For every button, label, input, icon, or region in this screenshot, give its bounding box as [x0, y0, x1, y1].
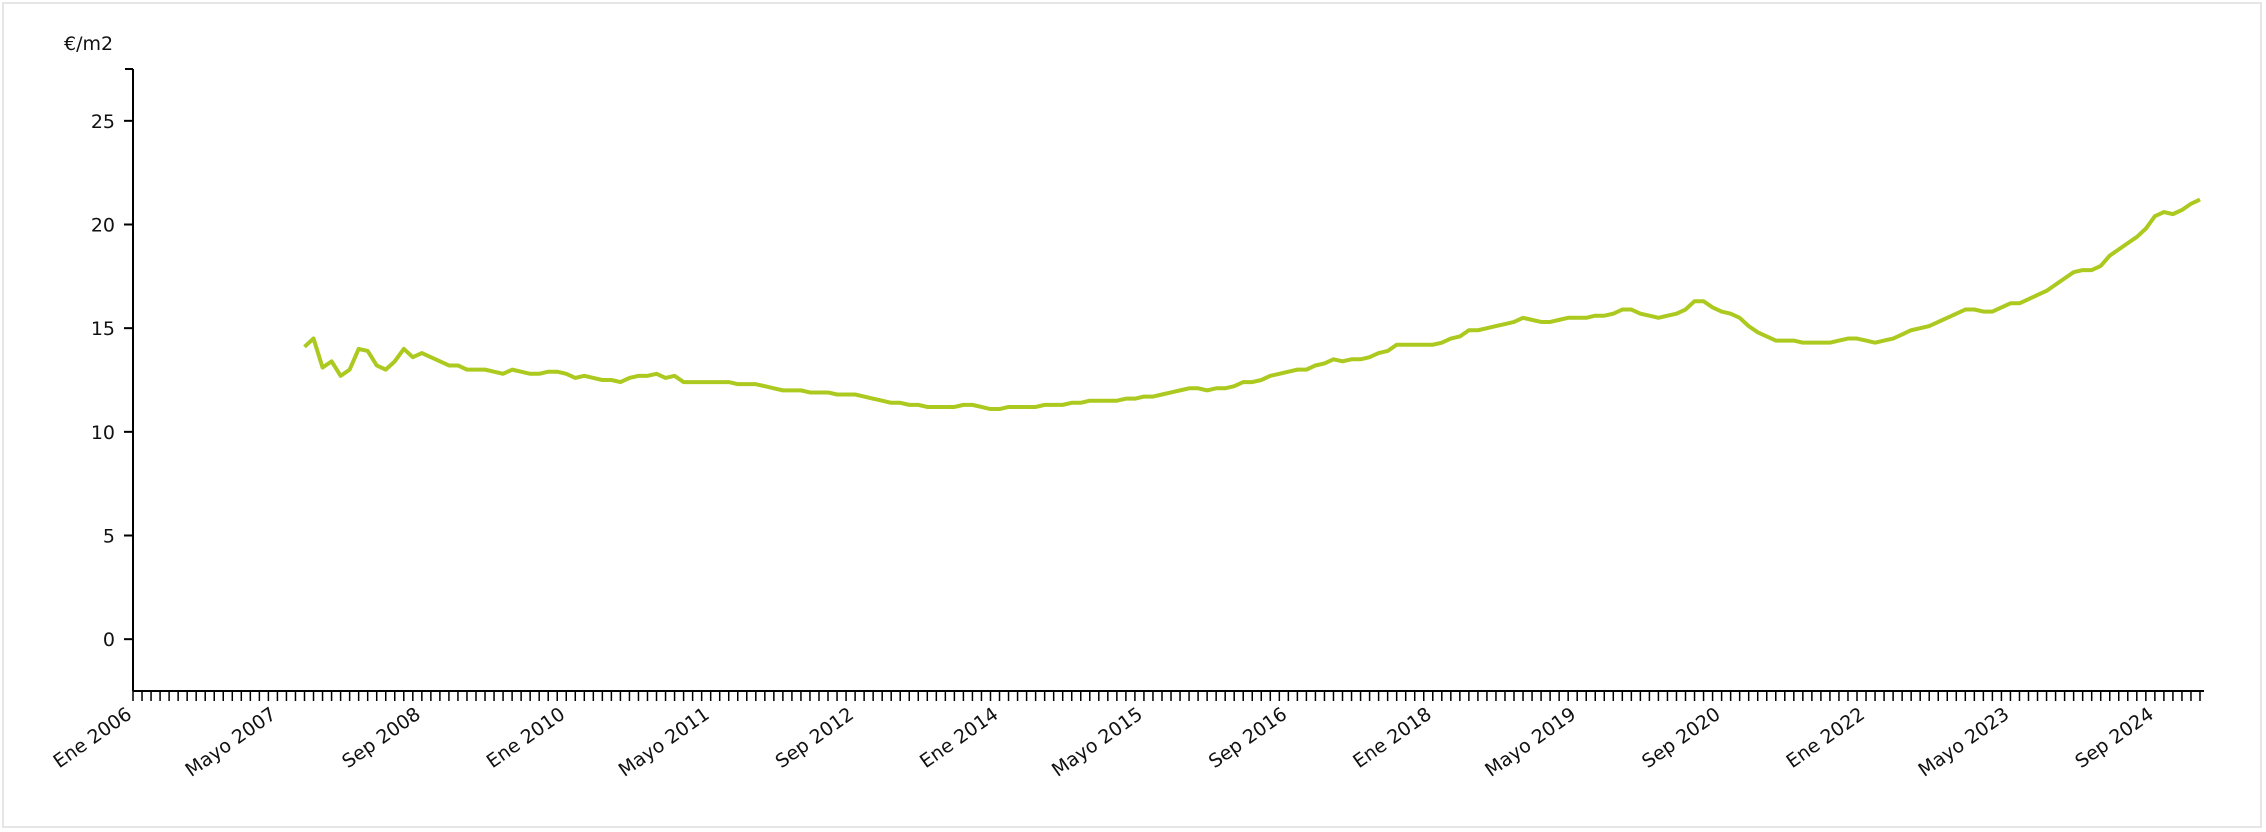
y-axis-label: €/m2: [64, 33, 113, 55]
x-tick-label: Mayo 2019: [1481, 703, 1580, 781]
x-tick-label: Sep 2024: [2071, 703, 2158, 773]
y-tick-label: 10: [91, 422, 115, 444]
x-tick-label: Sep 2016: [1205, 703, 1292, 773]
y-tick-label: 5: [103, 526, 115, 548]
y-tick-label: 0: [103, 629, 115, 651]
data-line: [303, 197, 2201, 412]
x-tick-label: Mayo 2007: [181, 703, 280, 781]
x-tick-label: Mayo 2011: [615, 703, 714, 781]
x-tick-label: Ene 2014: [916, 703, 1002, 773]
y-tick-label: 20: [91, 215, 115, 237]
y-tick-label: 15: [91, 318, 115, 340]
y-tick-label: 25: [91, 111, 115, 133]
x-tick-label: Sep 2008: [338, 703, 425, 773]
x-tick-label: Ene 2006: [49, 703, 135, 773]
x-tick-label: Sep 2020: [1638, 703, 1725, 773]
x-tick-label: Sep 2012: [771, 703, 858, 773]
x-tick-label: Ene 2022: [1782, 703, 1868, 773]
x-tick-label: Ene 2010: [483, 703, 569, 773]
x-tick-label: Mayo 2015: [1048, 703, 1147, 781]
x-tick-label: Ene 2018: [1349, 703, 1435, 773]
x-tick-label: Mayo 2023: [1914, 703, 2013, 781]
